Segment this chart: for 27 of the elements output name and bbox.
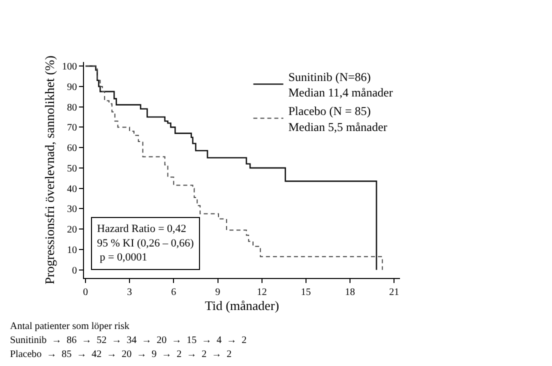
text: Sunitinib → 86 → 52 → 34 → 20 → 15 → 4 → 2 (10, 335, 247, 346)
x-tick-label: 3 (127, 287, 132, 298)
x-tick-label: 18 (345, 287, 356, 298)
y-tick-label: 60 (67, 143, 77, 154)
x-tick-label: 0 (82, 287, 88, 298)
annotation: Hazard Ratio = 0,42 95 % KI (0,26 – 0,66) p = 0,0001 (97, 223, 194, 264)
legend-label: Placebo (N = 85) Median 5,5 månader (288, 104, 388, 134)
x-tick-label: 9 (215, 287, 220, 298)
y-tick-label: 10 (67, 244, 77, 256)
text: Placebo → 85 → 42 → 20 → 9 → 2 → 2 → 2 (10, 349, 232, 360)
text: Antal patienter som löper risk (10, 321, 130, 332)
legend-label: Sunitinib (N=86) Median 11,4 månader (288, 70, 393, 100)
x-tick-label: 15 (300, 287, 311, 298)
y-tick-label: 100 (62, 62, 77, 73)
y-tick-label: 30 (67, 204, 77, 216)
y-tick-label: 50 (67, 163, 77, 174)
y-tick-label: 20 (67, 224, 77, 236)
y-tick-label: 0 (72, 265, 77, 276)
y-tick-label: 40 (67, 184, 77, 195)
x-tick-label: 6 (171, 287, 176, 298)
y-tick-label: 70 (67, 122, 77, 134)
y-axis-title: Progressionsfri överlevnad, sannolikhet (%) (42, 56, 57, 284)
y-tick-label: 80 (67, 102, 77, 114)
y-tick-label: 90 (67, 82, 77, 93)
x-axis-title: Tid (månader) (204, 298, 280, 313)
x-tick-label: 12 (256, 287, 267, 298)
x-tick-label: 21 (389, 287, 400, 298)
